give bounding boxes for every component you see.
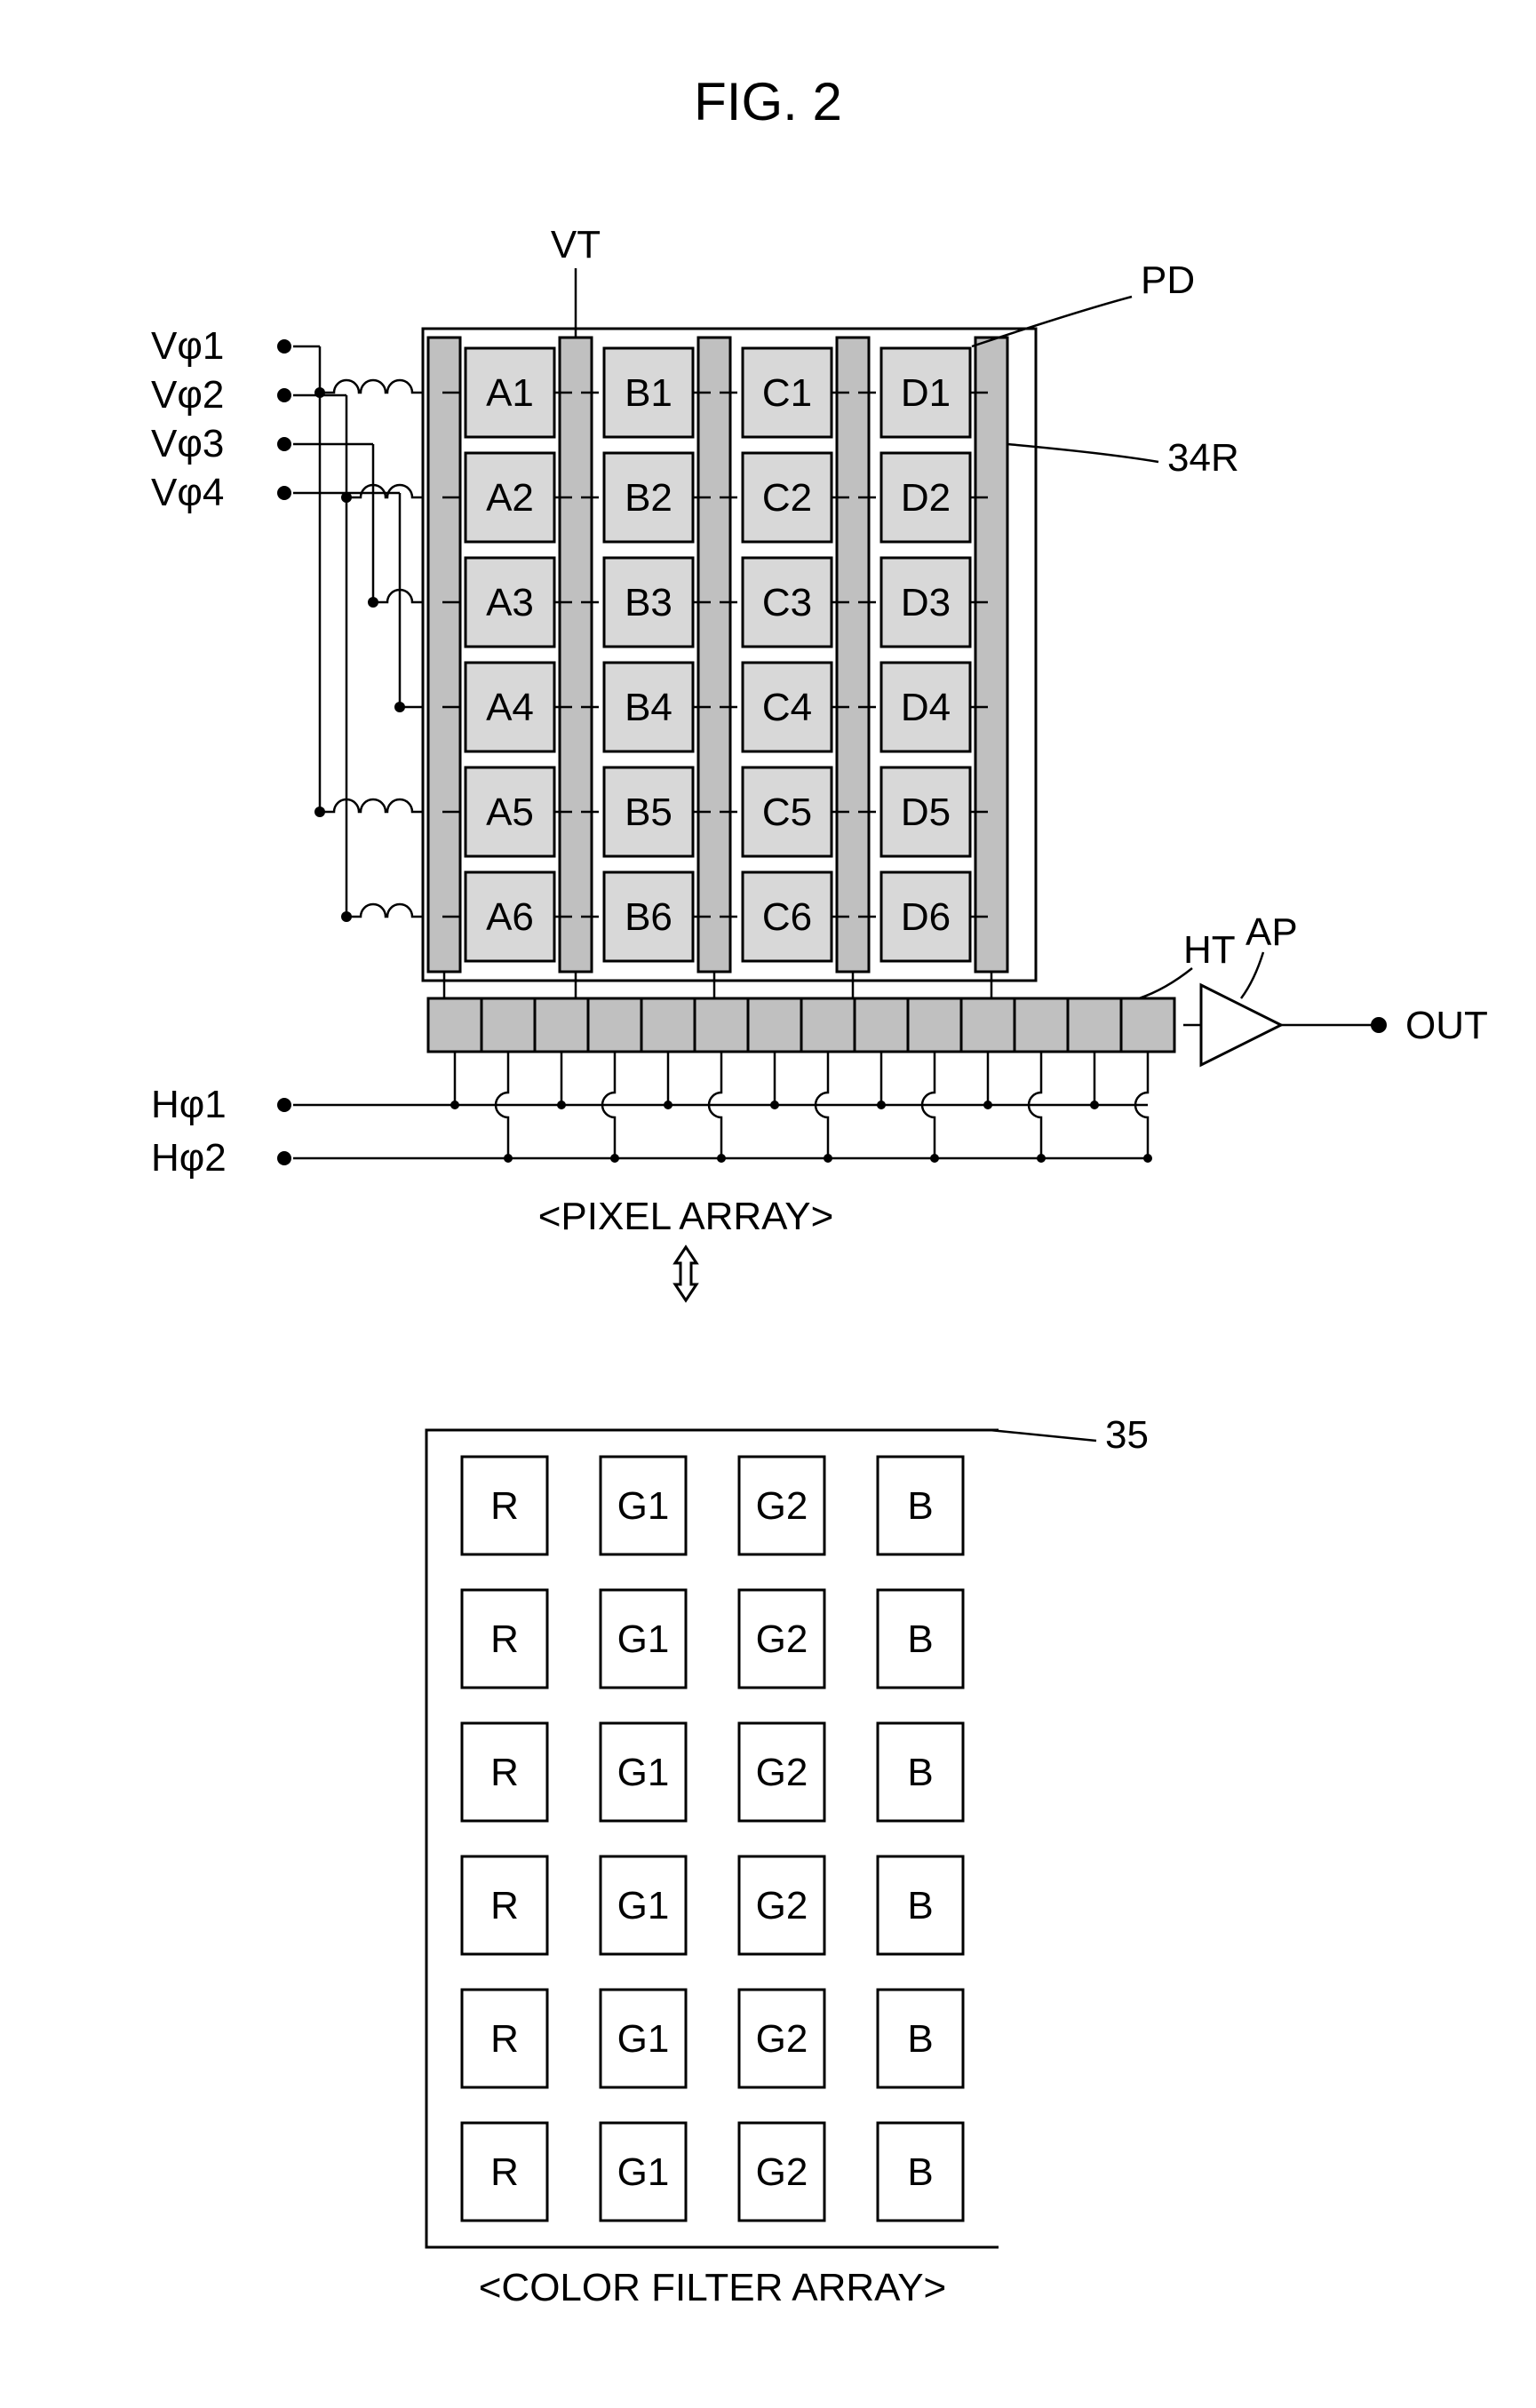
pd-cell-label: D1	[901, 371, 951, 415]
pd-cell-label: A5	[486, 791, 534, 834]
color-filter-cell-label: G1	[617, 1884, 670, 1927]
vt-strip	[560, 338, 592, 972]
ht-cell	[535, 998, 588, 1052]
color-filter-cell-label: R	[490, 2150, 519, 2194]
color-filter-cell-label: B	[907, 1484, 933, 1528]
pd-cell-label: C3	[762, 581, 812, 624]
color-filter-cell-label: G1	[617, 1617, 670, 1661]
pd-cell-label: A4	[486, 686, 534, 729]
color-filter-cell-label: R	[490, 2017, 519, 2061]
ref-35-label: 35	[1105, 1413, 1149, 1457]
diagram-svg: A1 B1 C1 D1 A2 B2 C2 D2 A3 B3 C3 D3 A4 B4 C4 D4 A5 B5 C5 D5…	[0, 231, 1536, 2363]
out-terminal	[1371, 1017, 1387, 1033]
color-filter-cell-label: G2	[756, 2150, 808, 2194]
color-filter-cell-label: B	[907, 2017, 933, 2061]
v-terminal	[277, 486, 291, 500]
v-row-wire	[320, 799, 423, 812]
vt-strip	[428, 338, 460, 972]
pd-cell-label: C2	[762, 476, 812, 520]
color-filter-caption: <COLOR FILTER ARRAY>	[479, 2266, 947, 2309]
color-filter-cell-label: G1	[617, 2150, 670, 2194]
double-arrow-icon	[675, 1247, 696, 1300]
ht-cell	[428, 998, 481, 1052]
color-filter-cell-label: R	[490, 1751, 519, 1794]
ht-cell	[1015, 998, 1068, 1052]
color-filter-cell-label: G2	[756, 1884, 808, 1927]
pd-cell-label: B4	[625, 686, 672, 729]
pd-cell-label: C6	[762, 895, 812, 939]
ht-cell	[641, 998, 695, 1052]
v-input-label: Vφ2	[151, 373, 224, 417]
ht-cell	[855, 998, 908, 1052]
pd-cell-label: D2	[901, 476, 951, 520]
color-filter-cell-label: G2	[756, 2017, 808, 2061]
pd-cell-label: B1	[625, 371, 672, 415]
pd-cell-label: A2	[486, 476, 534, 520]
vt-strip	[837, 338, 869, 972]
color-filter-cell-label: G2	[756, 1484, 808, 1528]
color-filter-cell-label: G1	[617, 2017, 670, 2061]
color-filter-cell-label: B	[907, 1884, 933, 1927]
pd-cell-label: A3	[486, 581, 534, 624]
v-terminal	[277, 388, 291, 402]
vt-strip	[698, 338, 730, 972]
pd-cell-label: D3	[901, 581, 951, 624]
pd-cell-label: B6	[625, 895, 672, 939]
figure-title: FIG. 2	[0, 71, 1536, 132]
ht-cell	[1068, 998, 1121, 1052]
pixel-array-caption: <PIXEL ARRAY>	[538, 1195, 834, 1238]
pd-cell-label: B5	[625, 791, 672, 834]
color-filter-cell-label: G1	[617, 1484, 670, 1528]
pd-cell-label: B3	[625, 581, 672, 624]
h-terminal	[277, 1151, 291, 1165]
pd-cell-label: D6	[901, 895, 951, 939]
ht-cell	[801, 998, 855, 1052]
vt-label: VT	[551, 231, 601, 266]
v-row-wire	[346, 485, 423, 497]
pd-cell-label: A1	[486, 371, 534, 415]
v-row-wire	[346, 904, 423, 917]
color-filter-cell-label: G2	[756, 1751, 808, 1794]
h-input-label: Hφ1	[151, 1083, 227, 1126]
color-filter-cell-label: B	[907, 1751, 933, 1794]
h-input-label: Hφ2	[151, 1136, 227, 1180]
h-terminal	[277, 1098, 291, 1112]
color-filter-cell-label: B	[907, 2150, 933, 2194]
v-row-wire	[320, 380, 423, 393]
pd-label: PD	[1141, 258, 1195, 302]
ht-cell	[1121, 998, 1174, 1052]
color-filter-cell-label: R	[490, 1884, 519, 1927]
color-filter-cell-label: R	[490, 1484, 519, 1528]
ht-cell	[748, 998, 801, 1052]
pd-cell-label: C5	[762, 791, 812, 834]
ref-34r-label: 34R	[1167, 436, 1239, 480]
v-terminal	[277, 437, 291, 451]
v-row-wire	[373, 590, 423, 602]
pd-cell-label: C1	[762, 371, 812, 415]
ap-label: AP	[1246, 910, 1298, 954]
ht-cell	[588, 998, 641, 1052]
color-filter-cell-label: G2	[756, 1617, 808, 1661]
pd-cell-label: C4	[762, 686, 812, 729]
v-input-label: Vφ1	[151, 324, 224, 368]
color-filter-cell-label: B	[907, 1617, 933, 1661]
v-input-label: Vφ4	[151, 471, 224, 514]
color-filter-cell-label: R	[490, 1617, 519, 1661]
ht-cell	[695, 998, 748, 1052]
vt-strip	[975, 338, 1007, 972]
v-input-label: Vφ3	[151, 422, 224, 465]
ht-cell	[481, 998, 535, 1052]
out-label: OUT	[1405, 1004, 1488, 1047]
page: FIG. 2 A1B1C1D1A2B2C2D2A3B3C3D3A4B4C4D4A…	[0, 0, 1536, 2408]
v-terminal	[277, 339, 291, 354]
ht-label: HT	[1183, 928, 1236, 972]
pd-cell-label: A6	[486, 895, 534, 939]
pd-cell-label: D4	[901, 686, 951, 729]
ht-cell	[961, 998, 1015, 1052]
pd-cell-label: B2	[625, 476, 672, 520]
color-filter-cell-label: G1	[617, 1751, 670, 1794]
ht-cell	[908, 998, 961, 1052]
pd-cell-label: D5	[901, 791, 951, 834]
